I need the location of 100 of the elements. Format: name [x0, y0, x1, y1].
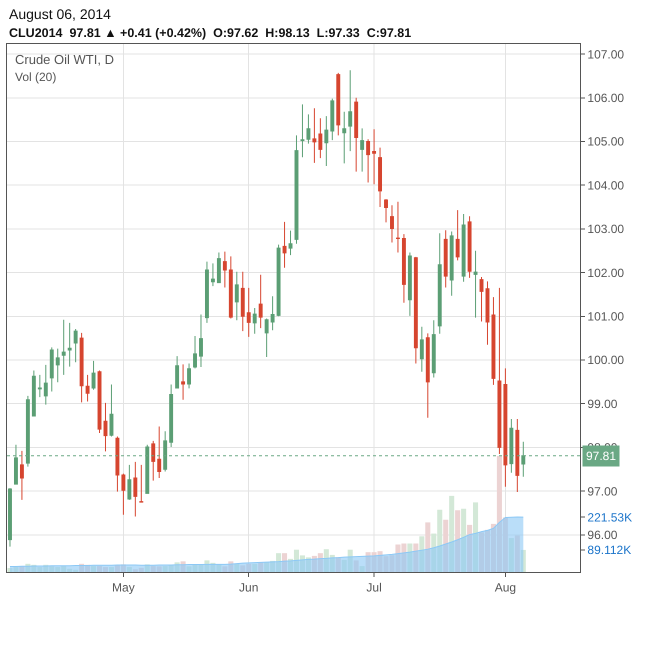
x-tick-label: May: [112, 580, 135, 594]
candlestick: [44, 364, 48, 406]
candlestick: [109, 384, 114, 437]
candlestick: [163, 430, 168, 472]
candlestick: [50, 346, 54, 392]
candlestick: [210, 262, 215, 287]
bar: [520, 550, 526, 572]
candlestick: [324, 116, 328, 166]
bar: [467, 524, 472, 572]
candlestick: [402, 234, 406, 304]
candlestick: [133, 461, 138, 517]
candlestick: [193, 335, 197, 369]
candlestick: [8, 488, 12, 548]
x-tick-label: Jul: [366, 580, 382, 594]
candlestick: [360, 128, 364, 172]
y-tick-label: 103.00: [587, 222, 624, 236]
candlestick: [414, 256, 418, 364]
annotation: Vol (20): [15, 70, 56, 84]
candlestick: [86, 374, 90, 402]
candlestick: [450, 231, 454, 296]
candlestick: [98, 370, 102, 434]
y-tick-label: 104.00: [587, 178, 624, 192]
candlestick: [515, 418, 520, 493]
candlestick: [199, 314, 203, 368]
candlestick: [240, 271, 245, 332]
candlestick: [115, 436, 120, 492]
bar: [108, 567, 114, 572]
candlestick: [468, 216, 472, 278]
candlestick: [62, 319, 66, 376]
x-tick-label: Aug: [494, 580, 516, 594]
candlestick: [300, 104, 304, 158]
candlestick: [456, 210, 460, 261]
y-tick-label: 97.00: [587, 484, 618, 498]
candlestick: [474, 250, 478, 318]
candlestick: [426, 332, 430, 418]
candlestick: [462, 214, 466, 282]
candlestick: [74, 328, 78, 363]
candlestick: [246, 287, 251, 338]
candlestick: [438, 232, 442, 334]
y-tick-label: 96.00: [587, 528, 618, 542]
y2-tick-label: 89.112K: [587, 543, 632, 558]
candlestick: [330, 98, 334, 141]
ref-line-label: 97.81: [586, 449, 616, 463]
candlestick: [14, 444, 18, 486]
bar: [443, 520, 448, 572]
x-tick-label: Jun: [239, 580, 258, 594]
candlestick: [56, 348, 60, 383]
y-tick-label: 101.00: [587, 310, 624, 324]
candlestick: [20, 450, 24, 500]
candlestick: [294, 134, 298, 244]
candlestick: [169, 384, 174, 448]
candlestick: [270, 296, 275, 331]
bar: [419, 536, 424, 572]
candlestick: [288, 230, 292, 256]
candlestick: [480, 276, 484, 322]
candlestick: [234, 271, 239, 321]
candlestick: [420, 326, 424, 372]
candlestick: [282, 221, 287, 268]
bar: [91, 566, 96, 572]
bar: [473, 502, 478, 572]
candlestick: [264, 318, 269, 358]
candlestick: [509, 418, 514, 474]
candlestick: [384, 198, 388, 223]
candlestick: [521, 441, 526, 478]
candlestick: [503, 368, 508, 488]
bar: [360, 566, 365, 572]
candlestick: [204, 261, 209, 324]
candlestick: [348, 70, 352, 152]
candlestick: [157, 426, 162, 479]
candlestick: [38, 374, 42, 398]
candlestick: [26, 395, 30, 468]
bar: [336, 557, 341, 572]
candlestick: [187, 363, 192, 389]
candlestick: [127, 464, 132, 500]
y-tick-label: 106.00: [587, 90, 624, 105]
chart-subtitle: CLU2014 97.81 ▲ +0.41 (+0.42%) O:97.62 H:98.13 L:97.33 C:97.81: [9, 26, 412, 40]
bar: [461, 508, 466, 572]
bar: [425, 522, 430, 572]
candlestick: [432, 320, 436, 378]
candlestick: [306, 114, 310, 144]
candlestick: [80, 332, 84, 403]
candlestick: [216, 252, 221, 284]
y2-tick-label: 221.53K: [587, 510, 632, 524]
candlestick: [252, 308, 257, 334]
candlestick: [139, 464, 144, 503]
candlestick: [486, 280, 490, 346]
candlestick: [121, 473, 126, 516]
candlestick: [318, 118, 322, 159]
candlestick: [444, 230, 448, 288]
candlestick: [68, 322, 72, 368]
candlestick: [342, 111, 346, 164]
bar: [234, 564, 240, 572]
candlestick: [258, 274, 263, 329]
candlestick: [390, 204, 394, 243]
bar: [455, 510, 460, 572]
bar: [126, 567, 132, 572]
candlestick: [276, 244, 281, 317]
y-tick-label: 105.00: [587, 134, 624, 149]
candlestick: [151, 440, 156, 482]
bar: [282, 553, 288, 572]
